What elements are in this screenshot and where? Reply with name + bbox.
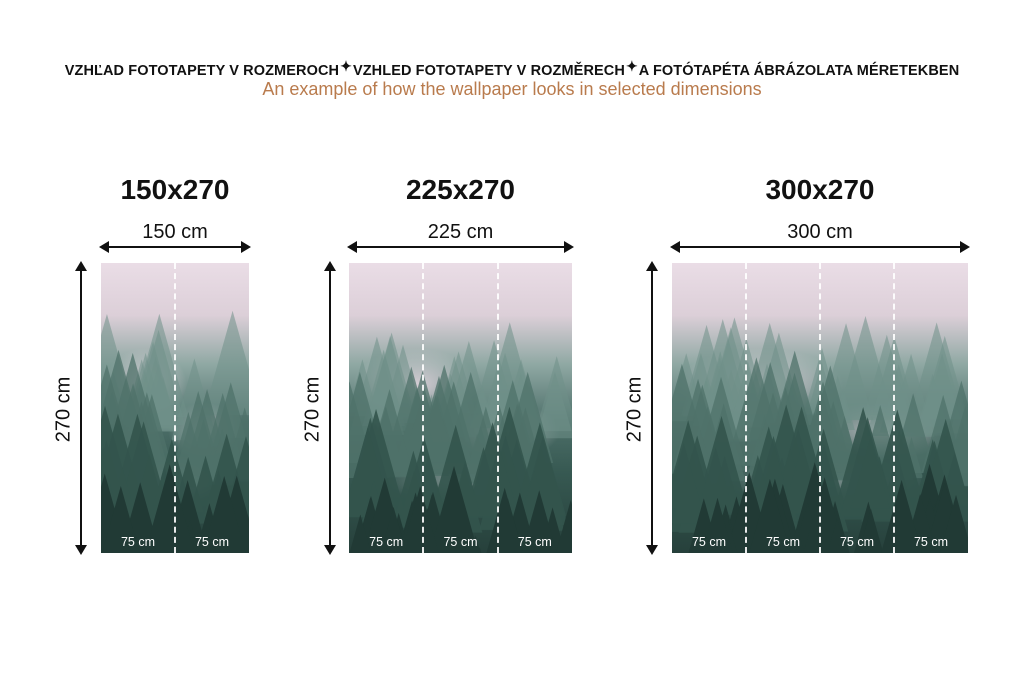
tree bbox=[702, 497, 733, 553]
tree bbox=[858, 508, 884, 553]
variant-title: 150x270 bbox=[120, 174, 230, 205]
tree bbox=[801, 381, 845, 459]
height-label: 270 cm bbox=[52, 376, 75, 443]
height-arrow bbox=[75, 261, 87, 555]
title-sk: VZHĽAD FOTOTAPETY V ROZMEROCH bbox=[64, 63, 340, 79]
tree bbox=[749, 478, 791, 553]
segment-label: 75 cm bbox=[839, 535, 875, 549]
panel-divider bbox=[819, 263, 821, 553]
tree bbox=[909, 322, 964, 420]
tree bbox=[102, 485, 140, 553]
tree bbox=[196, 530, 210, 553]
tree bbox=[101, 405, 133, 504]
wallpaper-preview: 75 cm 75 cm bbox=[101, 263, 249, 553]
panel-divider bbox=[496, 263, 499, 553]
tree bbox=[486, 487, 523, 553]
segment-label: 75 cm bbox=[443, 535, 478, 549]
tree bbox=[672, 443, 707, 524]
tree bbox=[349, 514, 372, 553]
width-label: 300 cm bbox=[787, 221, 853, 243]
tree bbox=[380, 506, 407, 553]
height-arrow bbox=[646, 261, 658, 555]
segment-label: 75 cm bbox=[913, 535, 949, 549]
sparkle-icon: ✦ bbox=[340, 58, 352, 74]
tree bbox=[202, 476, 246, 553]
width-arrow bbox=[347, 241, 574, 253]
panel-divider bbox=[893, 263, 895, 553]
wallpaper-preview: 75 cm 75 cm 75 cm 75 cm bbox=[672, 263, 968, 553]
height-arrow bbox=[324, 261, 336, 555]
segment-label: 75 cm bbox=[517, 535, 552, 549]
tree bbox=[174, 390, 223, 477]
forest-image bbox=[672, 316, 968, 553]
tree bbox=[699, 447, 732, 504]
segment-label: 75 cm bbox=[691, 535, 727, 549]
height-label: 270 cm bbox=[301, 376, 324, 443]
segment-label: 75 cm bbox=[120, 535, 156, 549]
subtitle: An example of how the wallpaper looks in… bbox=[262, 79, 762, 99]
variant-title: 300x270 bbox=[765, 174, 875, 205]
wallpaper-preview: 75 cm 75 cm 75 cm bbox=[349, 263, 572, 553]
tree bbox=[521, 490, 557, 553]
tree bbox=[939, 494, 968, 553]
tree bbox=[144, 464, 195, 553]
tree bbox=[555, 500, 572, 553]
variant-title: 225x270 bbox=[405, 174, 515, 205]
tree bbox=[850, 438, 890, 509]
tree bbox=[538, 371, 572, 432]
tree bbox=[478, 547, 482, 553]
header-title: VZHĽAD FOTOTAPETY V ROZMEROCH✦VZHLED FOT… bbox=[0, 58, 1024, 79]
panel-divider bbox=[174, 263, 176, 553]
tree bbox=[203, 310, 249, 416]
tree bbox=[401, 486, 439, 553]
width-label: 150 cm bbox=[142, 221, 208, 243]
title-cz: VZHLED FOTOTAPETY V ROZMĚRECH bbox=[352, 63, 625, 79]
tree bbox=[429, 466, 479, 553]
forest-image bbox=[101, 310, 249, 553]
height-label: 270 cm bbox=[623, 376, 646, 443]
segment-label: 75 cm bbox=[765, 535, 801, 549]
segment-label: 75 cm bbox=[194, 535, 230, 549]
title-hu: A FOTÓTAPÉTA ÁBRÁZOLATA MÉRETEKBEN bbox=[638, 63, 960, 79]
width-arrow bbox=[670, 241, 970, 253]
segment-label: 75 cm bbox=[369, 535, 404, 549]
sparkle-icon: ✦ bbox=[625, 58, 638, 74]
tree bbox=[881, 479, 923, 553]
tree bbox=[827, 518, 847, 553]
tree bbox=[789, 526, 805, 553]
tree bbox=[366, 354, 403, 420]
panel-divider bbox=[745, 263, 747, 553]
width-label: 225 cm bbox=[427, 221, 494, 243]
width-arrow bbox=[99, 241, 251, 253]
forest-image bbox=[349, 322, 572, 553]
panel-divider bbox=[422, 263, 425, 553]
